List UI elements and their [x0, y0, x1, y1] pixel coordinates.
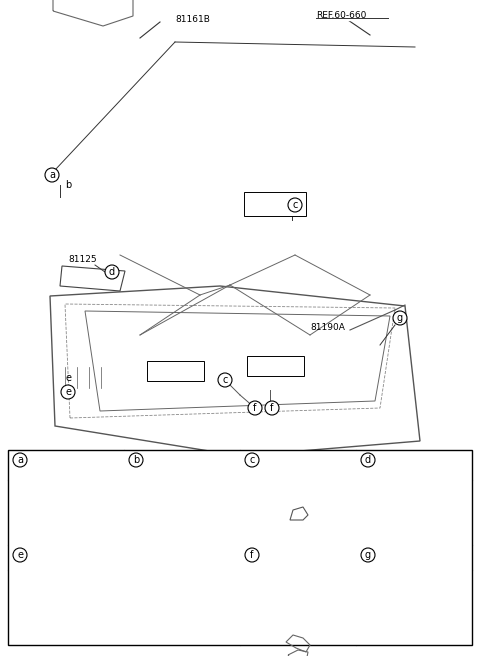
Text: f: f: [253, 403, 257, 413]
Text: a: a: [49, 170, 55, 180]
Text: 81161B: 81161B: [175, 16, 210, 24]
Text: e: e: [65, 387, 71, 397]
Circle shape: [13, 548, 27, 562]
Text: c: c: [222, 375, 228, 385]
Circle shape: [248, 401, 262, 415]
Text: 81126: 81126: [392, 455, 420, 464]
Circle shape: [45, 168, 59, 182]
Circle shape: [129, 453, 143, 467]
Text: 81199: 81199: [284, 550, 312, 560]
Text: f: f: [250, 550, 254, 560]
Text: b: b: [65, 180, 71, 190]
Text: 86590: 86590: [26, 630, 50, 640]
Text: 86435A: 86435A: [252, 363, 288, 371]
Text: d: d: [109, 267, 115, 277]
FancyBboxPatch shape: [247, 356, 304, 376]
Text: e: e: [17, 550, 23, 560]
Text: c: c: [292, 200, 298, 210]
Text: 81738A: 81738A: [156, 455, 192, 464]
Circle shape: [361, 548, 375, 562]
FancyBboxPatch shape: [147, 361, 204, 381]
Circle shape: [361, 453, 375, 467]
Text: 1327AC: 1327AC: [78, 575, 108, 584]
Text: 81385B: 81385B: [436, 630, 466, 640]
Text: 86438A: 86438A: [273, 455, 307, 464]
Text: REF.60-660: REF.60-660: [316, 10, 366, 20]
Circle shape: [393, 311, 407, 325]
Text: 81190B: 81190B: [153, 367, 187, 377]
Circle shape: [265, 401, 279, 415]
Text: d: d: [365, 455, 371, 465]
Circle shape: [218, 373, 232, 387]
Text: 86415A: 86415A: [41, 455, 75, 464]
Text: g: g: [397, 313, 403, 323]
FancyBboxPatch shape: [244, 192, 306, 216]
Text: a: a: [17, 455, 23, 465]
Circle shape: [245, 548, 259, 562]
Text: 81180: 81180: [374, 600, 398, 609]
Text: 81125: 81125: [68, 255, 96, 264]
Text: f: f: [270, 403, 274, 413]
Text: 86430: 86430: [255, 195, 284, 205]
Text: g: g: [365, 550, 371, 560]
Text: b: b: [133, 455, 139, 465]
Text: 1243BD: 1243BD: [381, 630, 411, 640]
Text: 81130: 81130: [126, 575, 150, 584]
Text: 81190A: 81190A: [310, 323, 345, 333]
Text: e: e: [65, 373, 71, 383]
Text: c: c: [249, 455, 255, 465]
Circle shape: [245, 453, 259, 467]
Circle shape: [13, 453, 27, 467]
Text: 81180E: 81180E: [427, 575, 456, 584]
Circle shape: [105, 265, 119, 279]
Circle shape: [61, 385, 75, 399]
Circle shape: [288, 198, 302, 212]
Text: 81195: 81195: [41, 575, 65, 584]
Bar: [8, 450, 472, 645]
